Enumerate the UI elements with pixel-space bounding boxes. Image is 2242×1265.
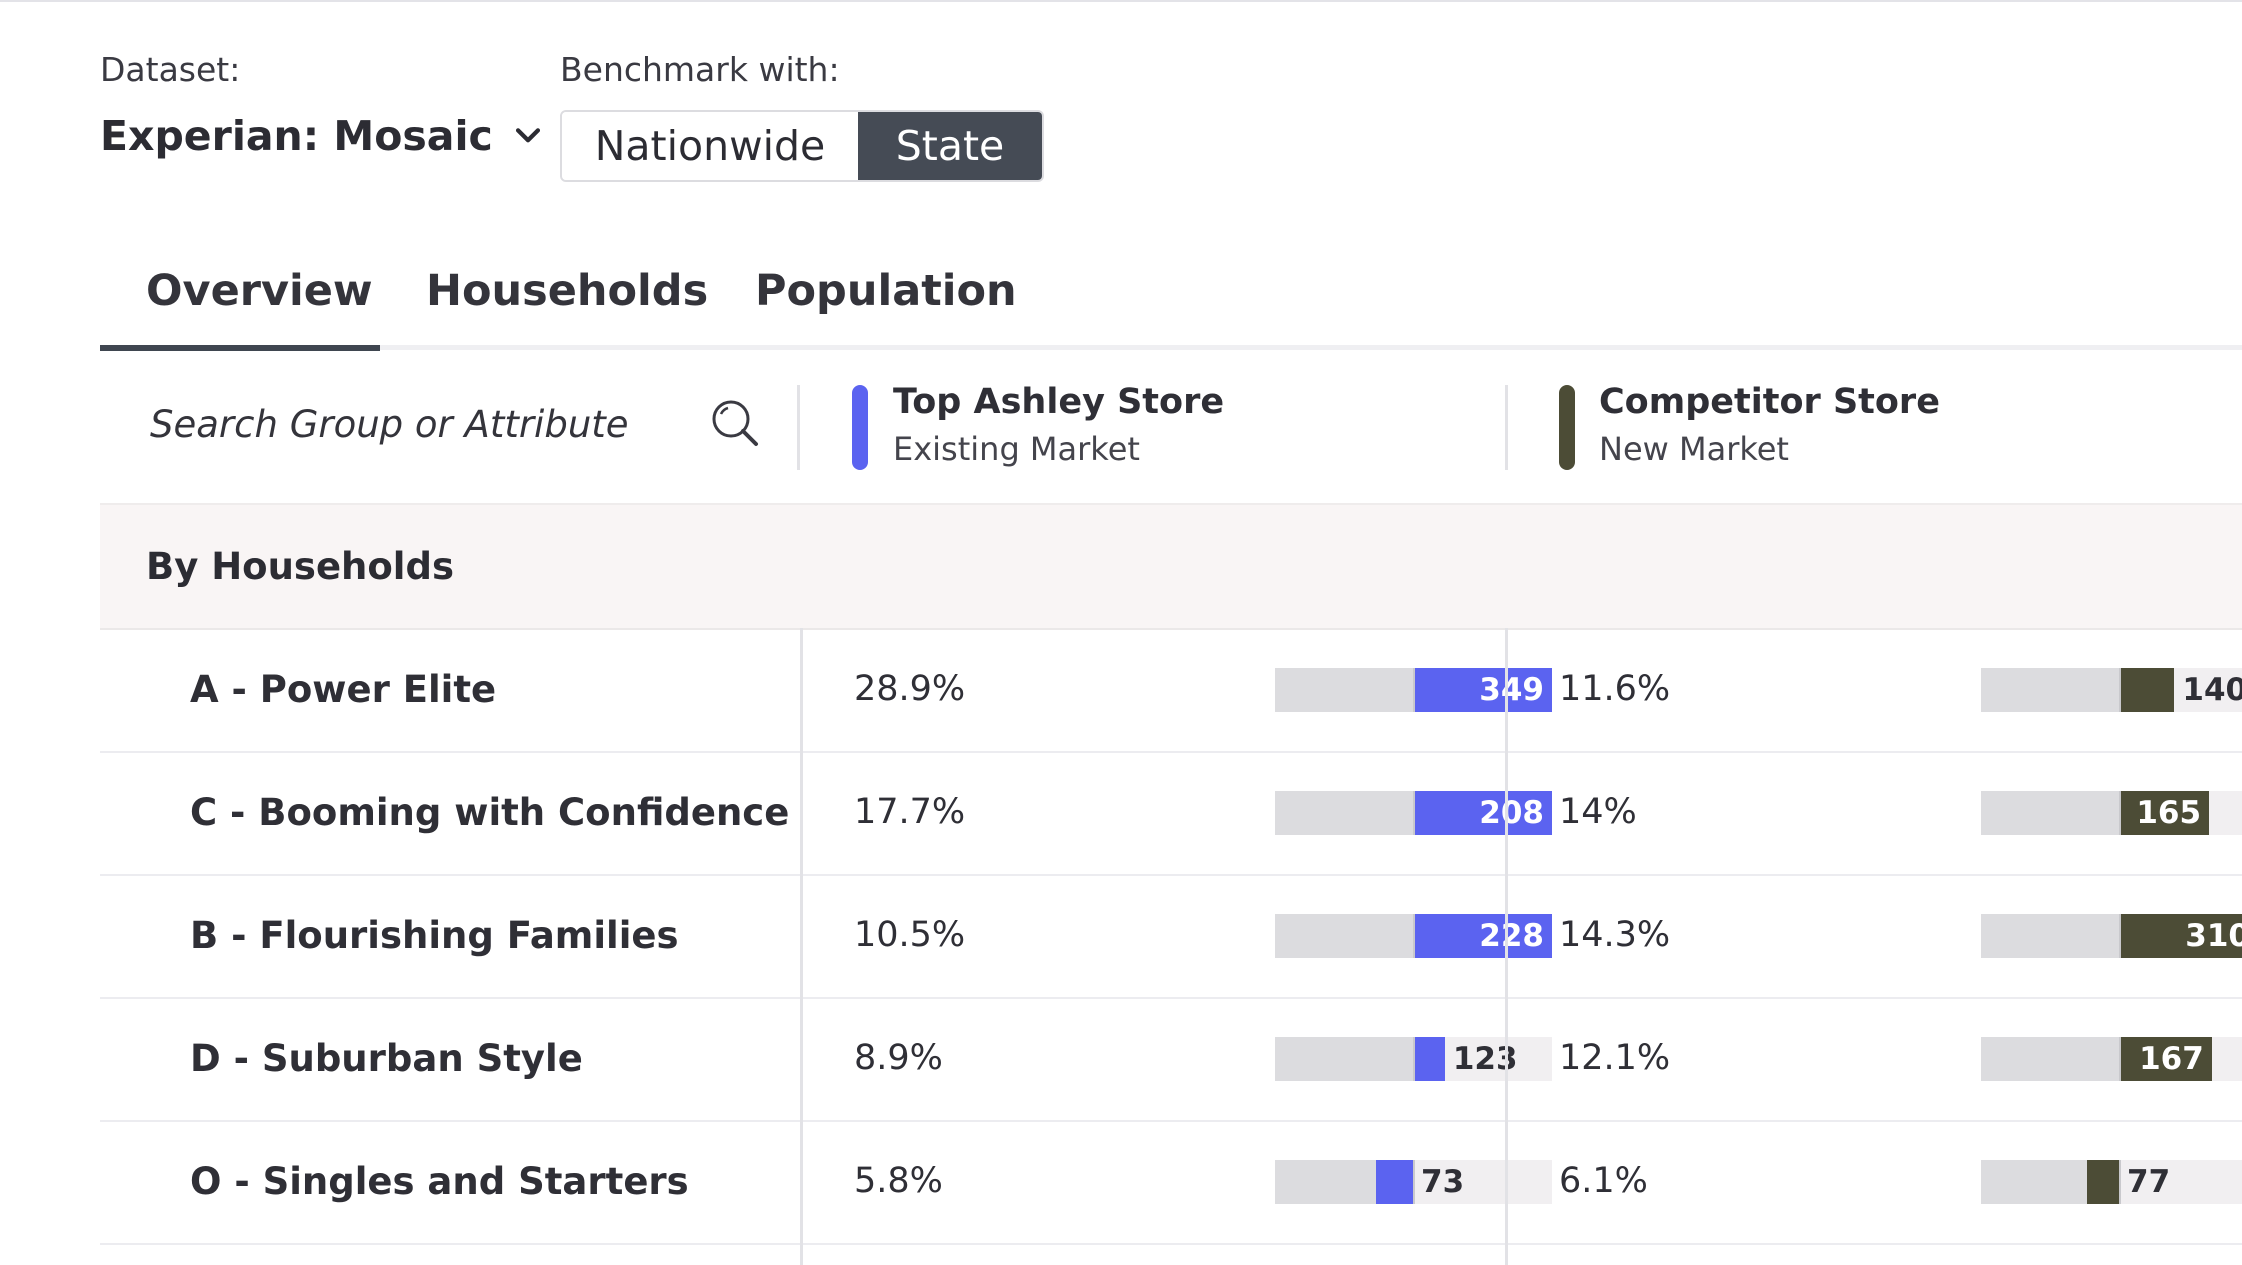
index-bar-track <box>1275 1037 1413 1081</box>
header-divider <box>1505 385 1508 470</box>
index-bar-track <box>1981 914 2119 958</box>
store2-subtitle: New Market <box>1599 430 1789 468</box>
index-baseline <box>2119 1160 2121 1204</box>
index-baseline <box>2119 1037 2121 1081</box>
table-row[interactable]: A - Power Elite 28.9% 349 11.6% 140 <box>100 628 2242 753</box>
store2-percent: 14.3% <box>1559 915 1671 955</box>
store1-color-bar <box>852 385 868 470</box>
benchmark-option-nationwide[interactable]: Nationwide <box>562 112 858 180</box>
index-bar-fill <box>1413 1037 1445 1081</box>
tab-overview[interactable]: Overview <box>146 266 373 316</box>
store2-percent: 12.1% <box>1559 1038 1671 1078</box>
index-bar-fill <box>1413 791 1552 835</box>
store1-percent: 8.9% <box>854 1038 943 1078</box>
store1-index-bar: 73 <box>1275 1160 1552 1204</box>
index-value: 77 <box>2127 1164 2171 1200</box>
table-row[interactable]: B - Flourishing Families 10.5% 228 14.3% 310 <box>100 874 2242 999</box>
index-baseline <box>1413 1160 1415 1204</box>
store2-index-bar: 167 <box>1981 1037 2242 1081</box>
index-value: 165 <box>2136 795 2202 831</box>
store2-percent: 11.6% <box>1559 669 1671 709</box>
row-group-name: D - Suburban Style <box>190 1037 583 1080</box>
dataset-label: Dataset: <box>100 50 241 89</box>
benchmark-label: Benchmark with: <box>560 50 840 89</box>
index-bar-track <box>1981 1037 2119 1081</box>
benchmark-toggle: Nationwide State <box>560 110 1044 182</box>
index-bar-track <box>1981 668 2119 712</box>
benchmark-option-state[interactable]: State <box>858 112 1042 180</box>
row-group-name: B - Flourishing Families <box>190 914 679 957</box>
store1-percent: 17.7% <box>854 792 966 832</box>
row-group-name: A - Power Elite <box>190 668 497 711</box>
index-value: 140 <box>2182 672 2242 708</box>
dataset-dropdown[interactable]: Experian: Mosaic <box>100 112 545 160</box>
column-divider <box>800 628 803 1265</box>
index-baseline <box>1413 668 1415 712</box>
store1-percent: 10.5% <box>854 915 966 955</box>
index-bar-track <box>1981 791 2119 835</box>
index-baseline <box>1413 1037 1415 1081</box>
index-bar-fill <box>1375 1160 1413 1204</box>
index-bar-fill <box>1413 668 1552 712</box>
store1-index-bar: 208 <box>1275 791 1552 835</box>
index-baseline <box>2119 668 2121 712</box>
store2-name: Competitor Store <box>1599 382 1940 422</box>
index-value: 73 <box>1421 1164 1465 1200</box>
store1-subtitle: Existing Market <box>893 430 1140 468</box>
section-title: By Households <box>146 545 454 588</box>
tab-population[interactable]: Population <box>755 266 1017 316</box>
index-bar-track <box>1275 914 1413 958</box>
index-baseline <box>2119 914 2121 958</box>
index-bar-fill <box>2119 914 2242 958</box>
index-baseline <box>1413 791 1415 835</box>
top-border <box>0 0 2242 2</box>
chevron-down-icon <box>515 128 540 143</box>
column-divider <box>1505 628 1508 1265</box>
store1-percent: 5.8% <box>854 1161 943 1201</box>
search-input[interactable]: Search Group or Attribute <box>150 403 629 446</box>
row-group-name: O - Singles and Starters <box>190 1160 689 1203</box>
section-header: By Households <box>100 503 2242 630</box>
index-value: 349 <box>1479 672 1544 708</box>
store2-index-bar: 310 <box>1981 914 2242 958</box>
dataset-value: Experian: Mosaic <box>100 112 493 160</box>
index-bar-fill <box>1413 914 1552 958</box>
store1-percent: 28.9% <box>854 669 966 709</box>
index-baseline <box>1413 914 1415 958</box>
store2-index-bar: 77 <box>1981 1160 2242 1204</box>
index-value: 167 <box>2139 1041 2204 1077</box>
store1-name: Top Ashley Store <box>893 382 1225 422</box>
store1-index-bar: 349 <box>1275 668 1552 712</box>
index-value: 228 <box>1479 918 1544 954</box>
index-bar-fill <box>2119 1037 2212 1081</box>
tabs-divider <box>100 345 2242 350</box>
search-icon[interactable] <box>710 398 760 448</box>
header-divider <box>797 385 800 470</box>
index-bar-fill <box>2119 791 2210 835</box>
active-tab-indicator <box>100 345 380 351</box>
tab-households[interactable]: Households <box>426 266 709 316</box>
store2-percent: 6.1% <box>1559 1161 1648 1201</box>
index-value: 208 <box>1479 795 1544 831</box>
table-row[interactable]: C - Booming with Confidence 17.7% 208 14% 16… <box>100 751 2242 876</box>
store1-index-bar: 228 <box>1275 914 1552 958</box>
index-bar-track <box>1275 791 1413 835</box>
store2-color-bar <box>1559 385 1575 470</box>
store2-index-bar: 140 <box>1981 668 2242 712</box>
store2-index-bar: 165 <box>1981 791 2242 835</box>
index-bar-fill <box>2119 668 2175 712</box>
index-bar-track <box>1275 668 1413 712</box>
index-value: 310 <box>2185 918 2242 954</box>
store2-percent: 14% <box>1559 792 1637 832</box>
index-bar-fill <box>2087 1160 2119 1204</box>
table-row[interactable]: D - Suburban Style 8.9% 123 12.1% 167 <box>100 997 2242 1122</box>
index-baseline <box>2119 791 2121 835</box>
row-group-name: C - Booming with Confidence <box>190 791 790 834</box>
table-row[interactable]: O - Singles and Starters 5.8% 73 6.1% 77 <box>100 1120 2242 1245</box>
store1-index-bar: 123 <box>1275 1037 1552 1081</box>
